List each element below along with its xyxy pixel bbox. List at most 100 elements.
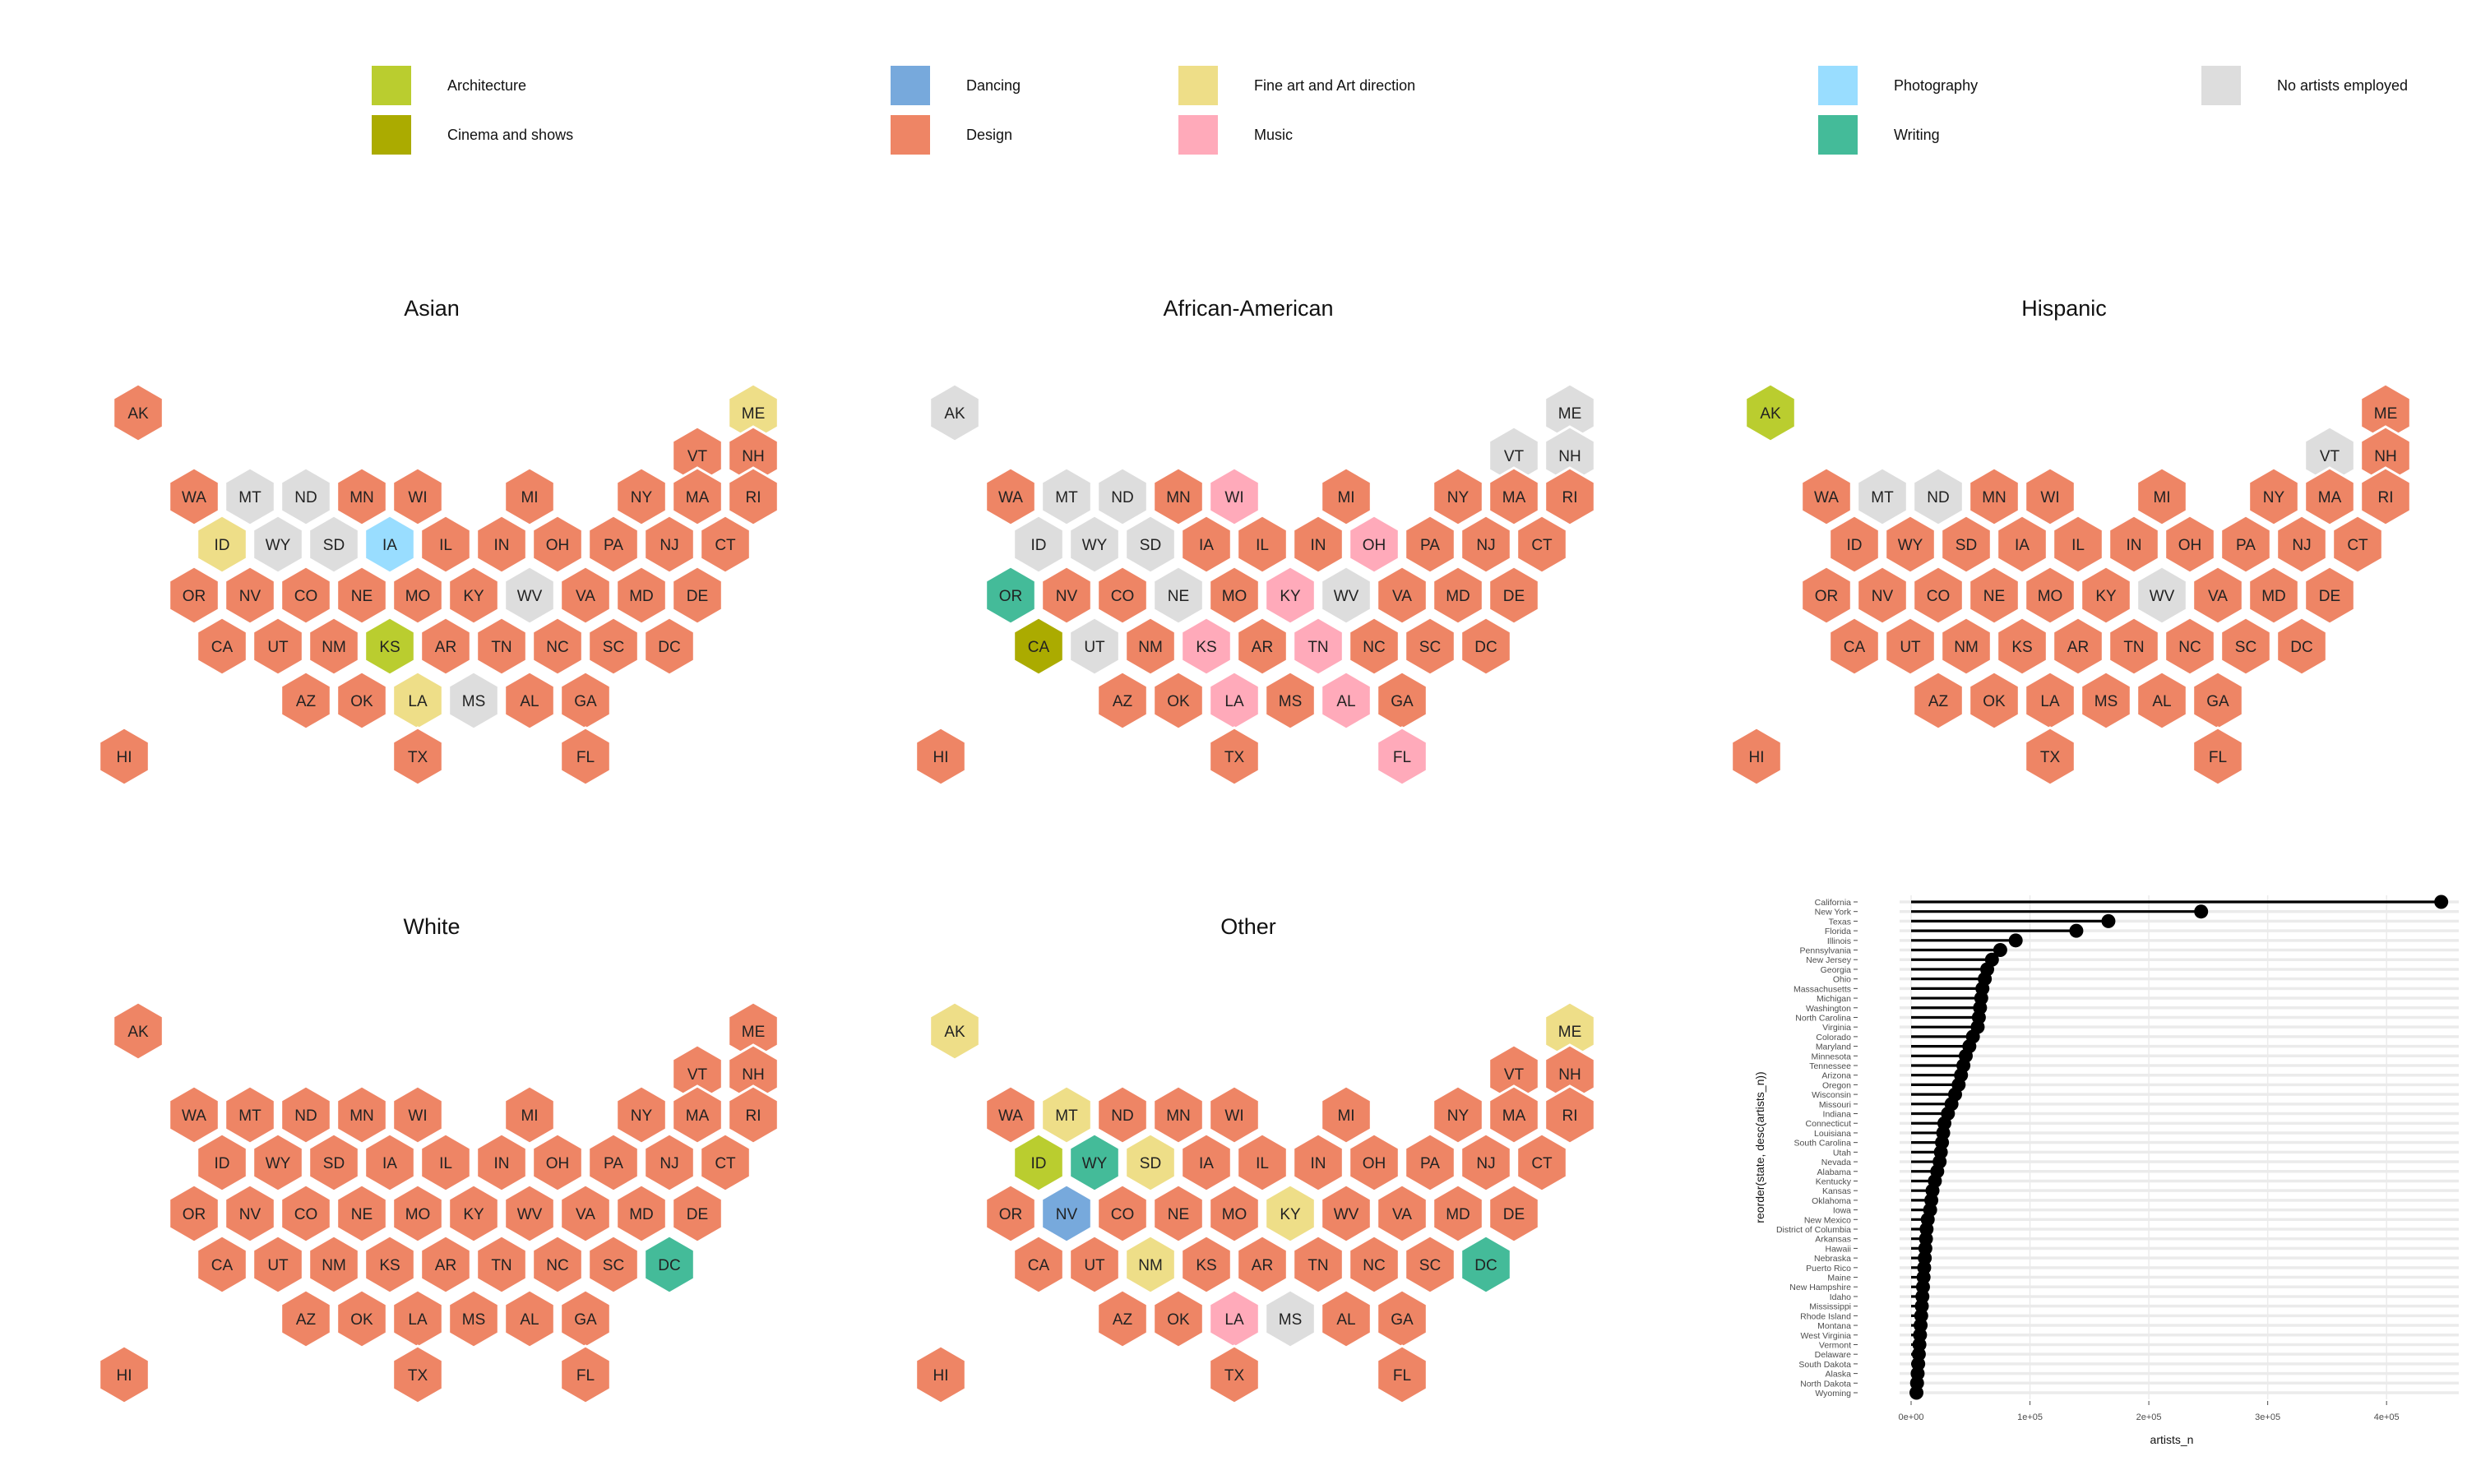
hex-cell <box>1432 1183 1484 1244</box>
state-label: KY <box>1280 588 1301 605</box>
state-hex-dc: DC <box>1460 1234 1512 1295</box>
state-hex-nj: NJ <box>2275 514 2328 575</box>
state-label: KS <box>379 1257 400 1274</box>
y-tick-label: New Mexico <box>1804 1215 1851 1225</box>
hex-cell <box>252 1132 304 1193</box>
hex-cell <box>2164 616 2216 677</box>
state-hex-nh: NH <box>1544 1043 1596 1104</box>
state-label: MN <box>1166 1107 1191 1125</box>
hex-cell <box>2192 565 2244 626</box>
state-label: VT <box>2320 448 2340 465</box>
state-hex-az: AZ <box>1096 1288 1149 1349</box>
state-hex-sc: SC <box>587 1234 640 1295</box>
hex-cell <box>1856 466 1909 527</box>
state-hex-wi: WI <box>391 466 444 527</box>
state-label: VA <box>1392 588 1412 605</box>
hex-cell <box>308 616 360 677</box>
hex-cell <box>615 1084 668 1145</box>
state-label: KS <box>1196 1257 1216 1274</box>
hex-cell <box>2275 514 2328 575</box>
state-hex-nj: NJ <box>1460 514 1512 575</box>
state-hex-sc: SC <box>1404 1234 1456 1295</box>
legend-key <box>1818 115 1858 155</box>
state-label: UT <box>1084 1257 1105 1274</box>
state-label: OK <box>1167 693 1190 710</box>
state-label: NE <box>351 588 373 605</box>
state-hex-id: ID <box>1012 514 1065 575</box>
hex-cell <box>914 726 967 787</box>
hex-cell <box>196 616 248 677</box>
hex-cell <box>363 1234 416 1295</box>
state-hex-ar: AR <box>2052 616 2104 677</box>
state-hex-il: IL <box>419 514 472 575</box>
state-label: NY <box>1447 489 1470 506</box>
state-hex-ny: NY <box>2247 466 2300 527</box>
y-tick-label: Missouri <box>1819 1100 1851 1110</box>
state-hex-va: VA <box>559 1183 612 1244</box>
state-hex-nv: NV <box>1040 1183 1093 1244</box>
state-label: VT <box>687 1066 708 1084</box>
hex-cell <box>1828 514 1881 575</box>
state-hex-la: LA <box>2024 670 2076 731</box>
state-label: HI <box>933 749 949 766</box>
state-label: MI <box>521 1107 538 1125</box>
state-label: MN <box>349 1107 374 1125</box>
hex-cell <box>559 565 612 626</box>
state-label: ND <box>294 1107 317 1125</box>
state-label: WV <box>1334 588 1359 605</box>
hex-map-african-american: African-American AK ME VT NH WA MT ND MN WI MI NY MA… <box>914 296 1596 787</box>
x-tick-label: 0e+00 <box>1899 1412 1924 1422</box>
state-hex-mi: MI <box>503 1084 556 1145</box>
state-label: NJ <box>1476 1155 1495 1172</box>
state-label: MT <box>1055 1107 1078 1125</box>
hex-cell <box>671 1084 724 1145</box>
legend-key <box>372 66 411 105</box>
state-label: NM <box>322 1257 346 1274</box>
hex-cell <box>559 726 612 787</box>
hex-cell <box>1096 1183 1149 1244</box>
legend: Architecture Cinema and shows Dancing Desig… <box>372 66 2408 155</box>
state-hex-ks: KS <box>363 616 416 677</box>
hex-cell <box>1236 1132 1289 1193</box>
state-hex-wy: WY <box>1068 1132 1121 1193</box>
state-hex-az: AZ <box>280 1288 332 1349</box>
y-tick-label: Connecticut <box>1806 1119 1852 1129</box>
state-label: IN <box>494 1155 510 1172</box>
state-hex-wv: WV <box>1320 1183 1372 1244</box>
state-label: OR <box>183 588 206 605</box>
legend-label: Writing <box>1894 127 1940 143</box>
state-hex-tn: TN <box>1292 1234 1345 1295</box>
state-hex-il: IL <box>419 1132 472 1193</box>
state-label: WY <box>1082 1155 1108 1172</box>
y-tick-label: Montana <box>1817 1321 1851 1331</box>
state-hex-tx: TX <box>391 1344 444 1405</box>
state-label: MD <box>1446 1206 1470 1223</box>
state-hex-oh: OH <box>531 1132 584 1193</box>
legend-label: Cinema and shows <box>447 127 573 143</box>
state-label: ID <box>215 1155 230 1172</box>
state-hex-ma: MA <box>1488 1084 1540 1145</box>
state-label: NE <box>1168 1206 1189 1223</box>
y-tick-label: Kansas <box>1822 1186 1851 1196</box>
state-label: LA <box>408 693 428 710</box>
hex-cell <box>2052 514 2104 575</box>
state-label: ID <box>1031 1155 1047 1172</box>
state-hex-pa: PA <box>1404 514 1456 575</box>
state-hex-ms: MS <box>2080 670 2132 731</box>
hex-cell <box>1800 466 1853 527</box>
y-tick-label: Oklahoma <box>1812 1196 1851 1206</box>
state-label: NV <box>1056 1206 1078 1223</box>
state-hex-ia: IA <box>1180 514 1233 575</box>
hex-cell <box>168 565 220 626</box>
y-tick-label: Delaware <box>1815 1350 1852 1360</box>
hex-cell <box>1208 466 1261 527</box>
hex-cell <box>1828 616 1881 677</box>
state-hex-ri: RI <box>727 466 780 527</box>
hex-cell <box>2331 514 2384 575</box>
state-hex-co: CO <box>280 565 332 626</box>
state-label: ND <box>1927 489 1949 506</box>
state-hex-ga: GA <box>559 670 612 731</box>
y-tick-label: Pennsylvania <box>1800 946 1852 956</box>
state-label: NJ <box>660 537 678 554</box>
state-label: DC <box>1474 1257 1497 1274</box>
